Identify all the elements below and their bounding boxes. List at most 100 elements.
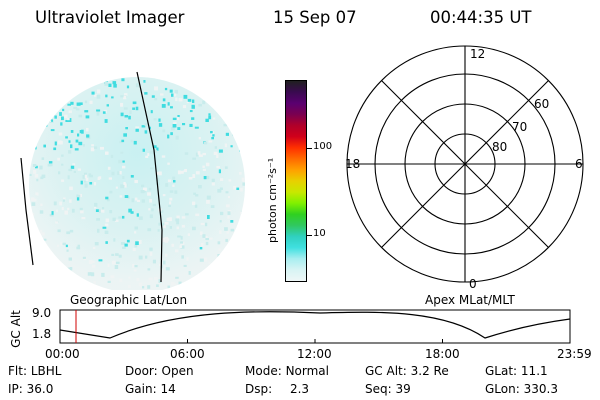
aurora-pixel	[177, 170, 181, 175]
aurora-pixel	[65, 267, 70, 271]
aurora-pixel	[51, 211, 54, 215]
aurora-pixel	[148, 187, 152, 191]
aurora-pixel	[177, 127, 181, 130]
status-gcalt: GC Alt: 3.2 Re	[365, 364, 449, 378]
aurora-pixel	[178, 98, 183, 102]
aurora-pixel	[172, 117, 177, 120]
aurora-pixel	[123, 133, 127, 137]
aurora-pixel	[113, 83, 117, 88]
aurora-pixel	[228, 78, 232, 82]
aurora-pixel	[89, 272, 94, 276]
aurora-pixel	[164, 222, 169, 225]
aurora-pixel	[39, 165, 43, 170]
aurora-pixel	[239, 172, 242, 175]
aurora-pixel	[224, 166, 228, 169]
aurora-pixel	[31, 93, 35, 96]
aurora-pixel	[84, 174, 87, 179]
aurora-pixel	[211, 137, 214, 140]
aurora-image	[20, 71, 245, 290]
aurora-pixel	[217, 188, 222, 193]
aurora-pixel	[104, 81, 108, 86]
aurora-pixel	[195, 213, 200, 217]
aurora-pixel	[30, 197, 35, 202]
aurora-pixel	[166, 238, 170, 242]
aurora-pixel	[181, 224, 185, 228]
aurora-pixel	[202, 234, 206, 238]
aurora-pixel	[138, 240, 142, 244]
aurora-pixel	[94, 242, 99, 246]
aurora-pixel	[97, 228, 100, 233]
terminator-line	[136, 71, 163, 283]
aurora-pixel	[132, 247, 136, 252]
status-gain-value: 14	[160, 382, 176, 396]
aurora-pixel	[144, 123, 148, 127]
aurora-pixel	[239, 272, 243, 275]
aurora-pixel	[236, 227, 239, 230]
aurora-pixel	[107, 166, 111, 170]
aurora-pixel	[218, 169, 221, 174]
aurora-pixel	[135, 128, 139, 132]
aurora-pixel	[131, 198, 135, 203]
aurora-pixel	[203, 236, 208, 239]
status-flt-value: LBHL	[30, 364, 62, 378]
aurora-pixel	[168, 285, 172, 289]
aurora-pixel	[29, 173, 32, 176]
aurora-pixel	[92, 264, 96, 268]
aurora-pixel	[70, 165, 75, 169]
aurora-pixel	[61, 179, 65, 182]
aurora-pixel	[76, 246, 81, 250]
aurora-pixel	[57, 229, 61, 233]
aurora-pixel	[117, 171, 121, 175]
aurora-pixel	[39, 210, 44, 214]
aurora-pixel	[102, 111, 106, 114]
aurora-pixel	[48, 118, 52, 122]
aurora-pixel	[208, 113, 211, 116]
aurora-pixel	[210, 282, 214, 286]
aurora-pixel	[231, 96, 236, 99]
aurora-pixel	[154, 150, 158, 153]
aurora-pixel	[219, 220, 222, 223]
colorbar-tick-label-100: 100	[313, 141, 333, 152]
aurora-pixel	[86, 134, 90, 138]
aurora-pixel	[149, 126, 151, 130]
aurora-pixel	[177, 235, 182, 238]
aurora-pixel	[160, 210, 164, 213]
aurora-pixel	[198, 137, 201, 140]
altitude-curve	[59, 311, 571, 339]
aurora-pixel	[150, 110, 153, 114]
aurora-pixel	[111, 253, 115, 256]
aurora-pixel	[198, 103, 202, 107]
aurora-pixel	[206, 278, 210, 283]
aurora-pixel	[73, 107, 78, 109]
aurora-pixel	[134, 197, 138, 201]
aurora-pixel	[147, 228, 152, 232]
aurora-pixel	[148, 277, 153, 281]
aurora-pixel	[34, 146, 37, 150]
colorbar-label: photon cm⁻²s⁻¹	[266, 157, 279, 243]
aurora-pixel	[37, 276, 40, 280]
aurora-pixel	[31, 266, 34, 270]
aurora-pixel	[158, 123, 163, 127]
aurora-pixel	[50, 129, 55, 132]
aurora-pixel	[191, 117, 195, 120]
aurora-pixel	[84, 100, 88, 104]
polar-grid	[346, 45, 584, 283]
aurora-pixel	[94, 202, 98, 207]
aurora-pixel	[71, 208, 75, 213]
aurora-pixel	[29, 125, 33, 130]
aurora-pixel	[172, 176, 176, 180]
aurora-pixel	[206, 200, 210, 204]
altitude-xtick-label-1: 06:00	[170, 347, 205, 361]
aurora-pixel	[167, 134, 170, 139]
aurora-pixel	[80, 180, 83, 185]
aurora-pixel	[175, 218, 180, 222]
aurora-pixel	[169, 89, 173, 93]
aurora-pixel	[96, 110, 100, 114]
aurora-pixel	[104, 119, 108, 123]
polar-lat-label-60: 60	[534, 97, 550, 111]
aurora-pixel	[140, 190, 145, 194]
aurora-pixel	[167, 179, 172, 183]
aurora-pixel	[111, 171, 115, 176]
aurora-pixel	[235, 249, 240, 254]
aurora-pixel	[226, 231, 229, 234]
